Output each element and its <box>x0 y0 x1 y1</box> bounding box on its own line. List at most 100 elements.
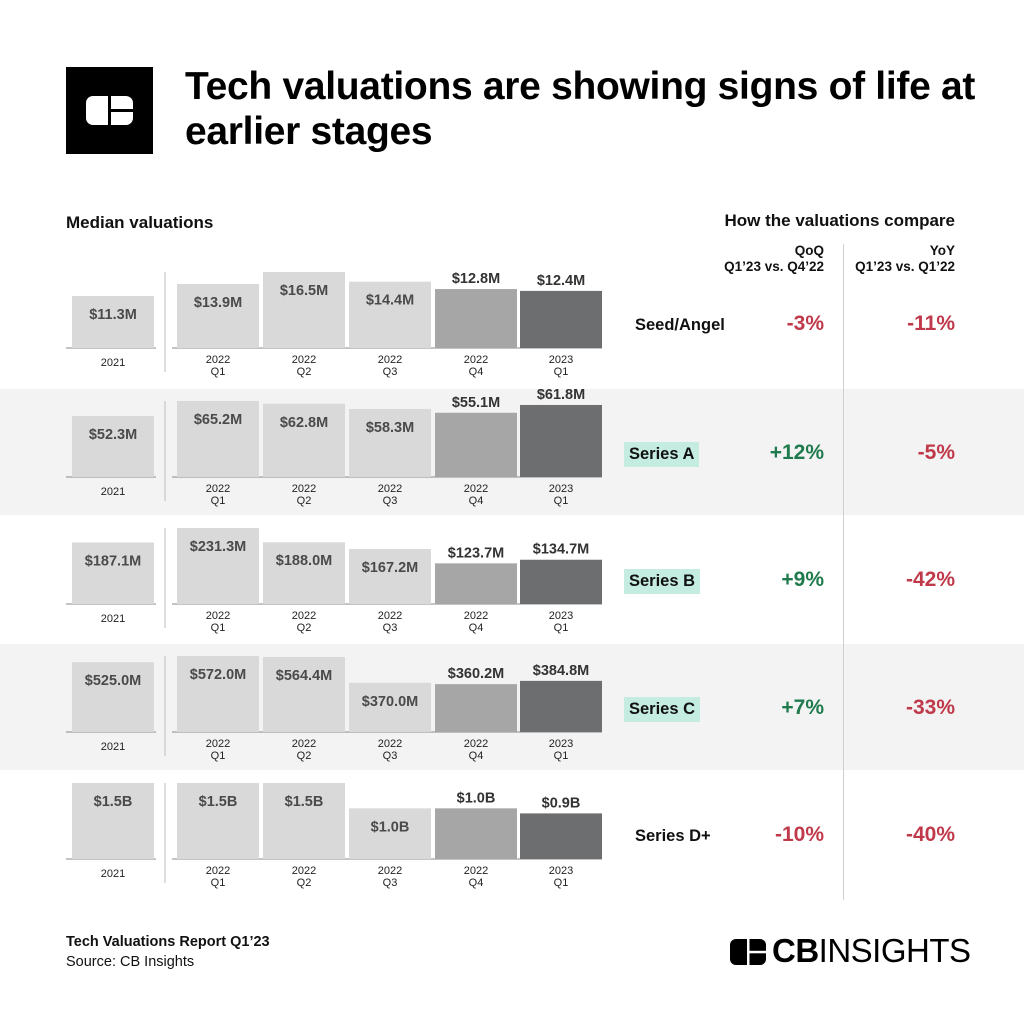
qoq-title: QoQ <box>794 243 824 258</box>
qoq-change: +12% <box>769 441 824 464</box>
compare-label: How the valuations compare <box>724 211 956 230</box>
bar-value-label: $1.0B <box>371 819 410 835</box>
stage-label: Series C <box>624 697 701 722</box>
x-tick-quarter: Q4 <box>469 750 484 762</box>
yoy-header: YoY Q1’23 vs. Q1’22 <box>805 243 955 275</box>
x-tick-quarter: Q4 <box>469 366 484 378</box>
bar <box>177 656 259 732</box>
x-tick-year: 2023 <box>549 738 573 750</box>
bar-value-label: $188.0M <box>276 553 332 569</box>
valuation-bar-chart: $187.1M2021$231.3M2022Q1$188.0M2022Q2$16… <box>66 528 602 634</box>
x-tick-quarter: Q2 <box>297 877 312 889</box>
bar-value-label: $525.0M <box>85 673 141 689</box>
x-tick-year: 2021 <box>101 613 125 625</box>
bar-value-label: $1.5B <box>199 794 238 810</box>
x-tick-quarter: Q1 <box>211 366 226 378</box>
qoq-subtitle: Q1’23 vs. Q4’22 <box>724 259 824 274</box>
x-tick-year: 2022 <box>378 738 402 750</box>
x-tick-quarter: Q2 <box>297 622 312 634</box>
bar <box>435 563 517 604</box>
x-tick-year: 2021 <box>101 486 125 498</box>
bar <box>263 272 345 348</box>
yoy-change: -40% <box>905 823 955 846</box>
x-tick-quarter: Q3 <box>383 750 398 762</box>
bar-value-label: $65.2M <box>194 412 242 428</box>
x-tick-quarter: Q1 <box>554 877 569 889</box>
yoy-change: -42% <box>905 568 955 591</box>
yoy-change: -5% <box>917 441 955 464</box>
valuation-bar-chart: $1.5B2021$1.5B2022Q1$1.5B2022Q2$1.0B2022… <box>66 783 602 889</box>
bar-value-label: $360.2M <box>448 666 504 682</box>
bar <box>177 783 259 859</box>
x-tick-year: 2022 <box>206 483 230 495</box>
valuation-row: $187.1M 2021 $231.3M 2022 Q1 $188.0M 2022 Q2 $16… <box>0 516 1024 642</box>
x-tick-year: 2023 <box>549 354 573 366</box>
bar-value-label: $11.3M <box>89 307 137 323</box>
bar-value-label: $134.7M <box>533 542 589 558</box>
stage-label: Series B <box>624 569 701 594</box>
x-tick-year: 2022 <box>206 865 230 877</box>
x-tick-year: 2021 <box>101 741 125 753</box>
bar-value-label: $12.8M <box>452 271 500 287</box>
bar <box>435 808 517 859</box>
bar-value-label: $187.1M <box>85 554 141 570</box>
x-tick-year: 2021 <box>101 868 125 880</box>
bar <box>177 283 259 348</box>
median-valuations-label: Median valuations <box>66 213 214 232</box>
brand-wordmark: CBINSIGHTS <box>772 932 971 970</box>
bar <box>520 404 602 477</box>
source-note: Source: CB Insights <box>66 954 195 970</box>
cb-insights-logo-icon <box>66 67 153 154</box>
valuation-bar-chart: $525.0M2021$572.0M2022Q1$564.4M2022Q2$37… <box>66 656 602 762</box>
qoq-change: +7% <box>781 696 824 719</box>
bar-value-label: $572.0M <box>190 667 246 683</box>
valuation-row: $1.5B 2021 $1.5B 2022 Q1 $1.5B 2022 Q2 $1.0B 2022… <box>0 771 1024 897</box>
bar <box>520 290 602 348</box>
bar-value-label: $231.3M <box>190 539 246 555</box>
bar-value-label: $564.4M <box>276 668 332 684</box>
x-tick-quarter: Q1 <box>554 366 569 378</box>
bar <box>349 808 431 859</box>
bar-value-label: $13.9M <box>194 295 242 311</box>
yoy-change: -33% <box>905 696 955 719</box>
bar <box>349 409 431 477</box>
x-tick-quarter: Q1 <box>211 877 226 889</box>
bar <box>263 657 345 732</box>
bar <box>177 401 259 477</box>
x-tick-year: 2023 <box>549 865 573 877</box>
x-tick-year: 2023 <box>549 483 573 495</box>
bar <box>72 416 154 477</box>
x-tick-year: 2022 <box>292 738 316 750</box>
x-tick-quarter: Q4 <box>469 495 484 507</box>
x-tick-year: 2022 <box>464 738 488 750</box>
yoy-change: -11% <box>907 312 955 335</box>
x-tick-quarter: Q1 <box>554 750 569 762</box>
x-tick-quarter: Q4 <box>469 622 484 634</box>
x-tick-quarter: Q3 <box>383 877 398 889</box>
bar <box>435 684 517 732</box>
x-tick-year: 2022 <box>292 865 316 877</box>
bar <box>72 783 154 859</box>
page-title: Tech valuations are showing signs of lif… <box>185 65 976 153</box>
bar-value-label: $1.5B <box>94 794 133 810</box>
x-tick-year: 2022 <box>206 738 230 750</box>
bar-value-label: $55.1M <box>452 395 500 411</box>
qoq-change: -3% <box>786 312 824 335</box>
x-tick-year: 2022 <box>292 354 316 366</box>
yoy-title: YoY <box>929 243 955 258</box>
x-tick-quarter: Q2 <box>297 366 312 378</box>
x-tick-year: 2022 <box>292 483 316 495</box>
x-tick-quarter: Q2 <box>297 495 312 507</box>
brand-bold: CB <box>772 932 819 969</box>
x-tick-year: 2022 <box>292 610 316 622</box>
valuation-row: $11.3M 2021 $13.9M 2022 Q1 $16.5M 2022 Q2 $14.4M… <box>0 260 1024 386</box>
report-name: Tech Valuations Report Q1’23 <box>66 934 270 950</box>
bar <box>349 281 431 348</box>
column-divider <box>843 244 844 900</box>
bar-value-label: $384.8M <box>533 663 589 679</box>
x-tick-year: 2022 <box>464 483 488 495</box>
bar <box>72 542 154 604</box>
x-tick-quarter: Q2 <box>297 750 312 762</box>
x-tick-quarter: Q3 <box>383 495 398 507</box>
x-tick-year: 2022 <box>206 354 230 366</box>
